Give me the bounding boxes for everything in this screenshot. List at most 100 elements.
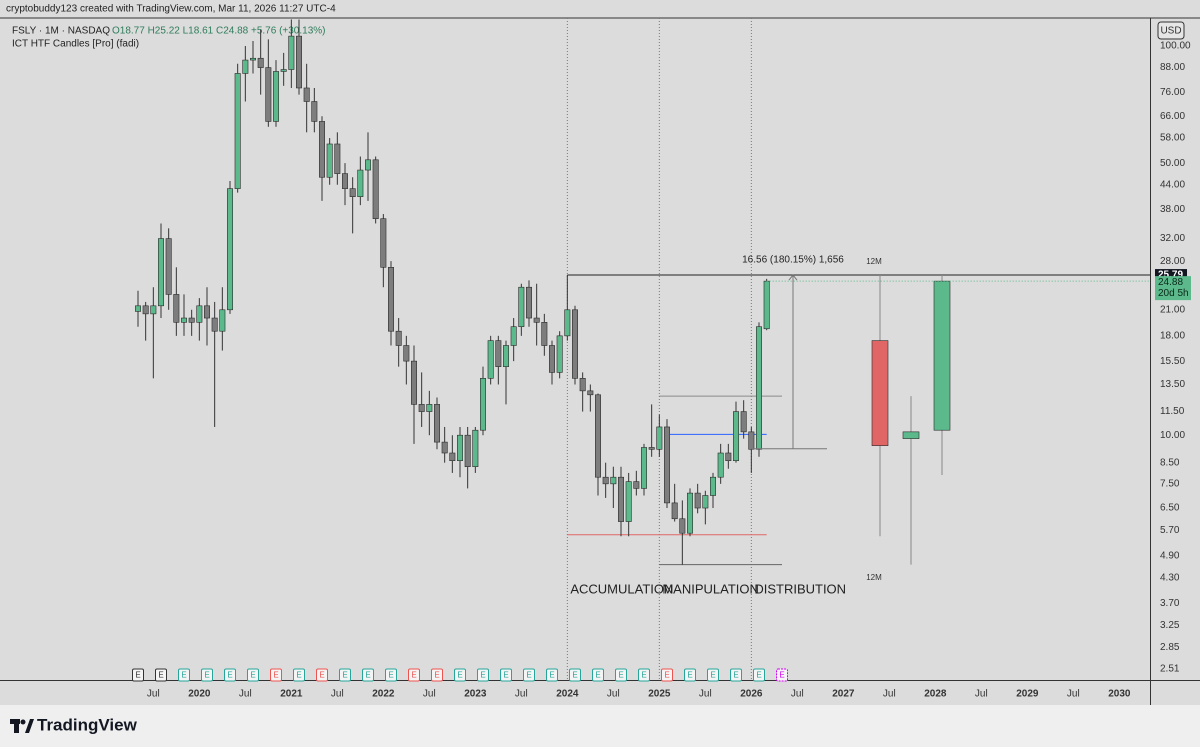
earnings-label: E bbox=[342, 671, 347, 680]
candle-body bbox=[135, 305, 141, 312]
earnings-label: E bbox=[158, 671, 163, 680]
htf-body bbox=[871, 340, 889, 446]
earnings-marker[interactable] bbox=[132, 668, 144, 682]
earnings-label: E bbox=[733, 671, 738, 680]
earnings-label: E bbox=[135, 671, 140, 680]
candle-body bbox=[710, 476, 716, 496]
earnings-label: E bbox=[710, 671, 715, 680]
last-price-tag bbox=[1155, 276, 1191, 301]
earnings-marker[interactable] bbox=[500, 668, 512, 682]
y-tick-label: 21.00 bbox=[1160, 304, 1185, 315]
x-tick-label: Jul bbox=[423, 689, 436, 700]
earnings-label: E bbox=[480, 671, 485, 680]
earnings-marker[interactable] bbox=[224, 668, 236, 682]
candle-body bbox=[242, 59, 249, 74]
earnings-marker[interactable] bbox=[661, 668, 673, 682]
candle-body bbox=[181, 317, 187, 323]
candle-body bbox=[326, 143, 333, 178]
earnings-marker[interactable] bbox=[523, 668, 535, 682]
x-tick-label: 2024 bbox=[556, 689, 579, 700]
currency-box[interactable] bbox=[1157, 21, 1185, 40]
candle-body bbox=[426, 404, 433, 412]
candle-body bbox=[311, 101, 318, 122]
candle-body bbox=[595, 394, 601, 478]
earnings-marker[interactable] bbox=[293, 668, 305, 682]
x-tick-label: Jul bbox=[791, 689, 804, 700]
candle-body bbox=[342, 173, 348, 189]
y-tick-label: 38.00 bbox=[1160, 204, 1185, 215]
earnings-marker[interactable] bbox=[339, 668, 351, 682]
y-tick-label: 3.25 bbox=[1160, 620, 1180, 631]
x-tick-label: 2029 bbox=[1016, 689, 1039, 700]
y-tick-label: 11.50 bbox=[1160, 406, 1185, 417]
earnings-marker[interactable] bbox=[707, 668, 719, 682]
earnings-marker[interactable] bbox=[155, 668, 167, 682]
candle-body bbox=[464, 434, 471, 468]
earnings-marker[interactable] bbox=[431, 668, 443, 682]
earnings-marker[interactable] bbox=[684, 668, 696, 682]
earnings-marker[interactable] bbox=[730, 668, 742, 682]
candle-body bbox=[572, 309, 578, 379]
candle-body bbox=[518, 286, 525, 328]
candle-body bbox=[763, 280, 770, 330]
candle-body bbox=[740, 411, 747, 433]
earnings-marker[interactable] bbox=[201, 668, 213, 682]
earnings-label: E bbox=[365, 671, 370, 680]
earnings-marker[interactable] bbox=[592, 668, 604, 682]
symbol: FSLY · 1M · NASDAQ bbox=[12, 26, 110, 37]
candle-body bbox=[273, 71, 279, 122]
earnings-marker[interactable] bbox=[408, 668, 420, 682]
y-tick-label: 5.70 bbox=[1160, 525, 1180, 536]
earnings-marker[interactable] bbox=[178, 668, 190, 682]
y-tick-label: 2.51 bbox=[1160, 664, 1180, 675]
x-tick-label: Jul bbox=[515, 689, 528, 700]
candle-body bbox=[403, 345, 410, 362]
earnings-marker[interactable] bbox=[477, 668, 489, 682]
y-tick-label: 76.00 bbox=[1160, 87, 1185, 98]
earnings-marker[interactable] bbox=[247, 668, 259, 682]
earnings-marker[interactable] bbox=[753, 668, 765, 682]
candle-body bbox=[234, 73, 241, 189]
y-tick-label: 18.00 bbox=[1160, 330, 1185, 341]
earnings-marker[interactable] bbox=[454, 668, 466, 682]
y-tick-label: 13.50 bbox=[1160, 379, 1185, 390]
candle-body bbox=[556, 335, 563, 373]
earnings-label: E bbox=[434, 671, 439, 680]
phase-label: DISTRIBUTION bbox=[754, 581, 846, 596]
candle-body bbox=[204, 305, 210, 319]
background bbox=[0, 0, 1200, 705]
candle-body bbox=[472, 429, 479, 468]
candle-body bbox=[564, 309, 571, 337]
earnings-marker[interactable] bbox=[316, 668, 328, 682]
candle-body bbox=[219, 309, 226, 332]
x-tick-label: 2030 bbox=[1108, 689, 1131, 700]
candle-body bbox=[211, 317, 218, 332]
candle-body bbox=[495, 340, 502, 367]
earnings-marker[interactable] bbox=[569, 668, 581, 682]
candle-body bbox=[388, 267, 394, 332]
currency: USD bbox=[1160, 26, 1181, 37]
earnings-marker[interactable] bbox=[385, 668, 397, 682]
candle-body bbox=[434, 404, 440, 443]
phase-label: ACCUMULATION bbox=[570, 581, 673, 596]
earnings-marker[interactable] bbox=[638, 668, 650, 682]
x-tick-label: Jul bbox=[147, 689, 160, 700]
y-tick-label: 2.85 bbox=[1160, 642, 1180, 653]
earnings-label: E bbox=[388, 671, 393, 680]
candle-body bbox=[372, 159, 379, 219]
earnings-label: E bbox=[641, 671, 646, 680]
earnings-marker[interactable] bbox=[776, 668, 788, 682]
price-tag-label: 25.79 bbox=[1158, 270, 1183, 281]
candle-body bbox=[641, 447, 647, 489]
candle-body bbox=[533, 317, 540, 323]
y-tick-label: 3.70 bbox=[1160, 598, 1180, 609]
y-tick-label: 10.00 bbox=[1160, 430, 1185, 441]
earnings-marker[interactable] bbox=[546, 668, 558, 682]
earnings-marker[interactable] bbox=[270, 668, 282, 682]
earnings-marker[interactable] bbox=[362, 668, 374, 682]
candle-body bbox=[165, 238, 172, 295]
earnings-marker[interactable] bbox=[615, 668, 627, 682]
